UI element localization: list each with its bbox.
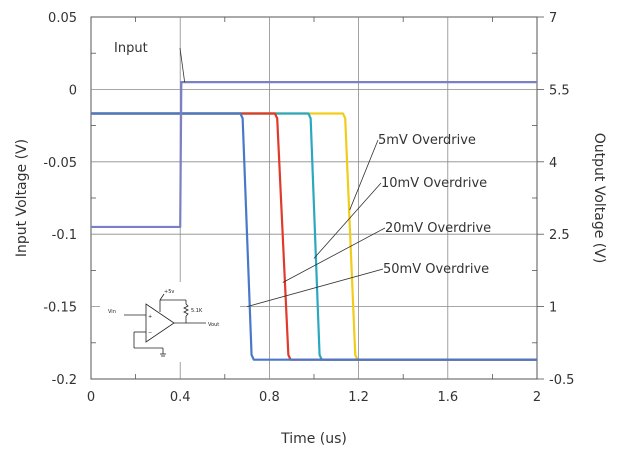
x-tick-label: 1.6 bbox=[437, 390, 458, 405]
right-y-tick-label: 5.5 bbox=[549, 83, 570, 98]
schematic-minus-sign: − bbox=[148, 330, 152, 336]
left-y-tick-label: -0.05 bbox=[43, 156, 77, 171]
right-y-tick-label: 7 bbox=[549, 11, 557, 26]
annotation-label-5mv-overdrive: 5mV Overdrive bbox=[378, 133, 476, 148]
schematic-background bbox=[100, 282, 240, 362]
right-y-tick-label: 4 bbox=[549, 156, 557, 171]
annotation-leader-input bbox=[179, 47, 186, 83]
series-line-input bbox=[91, 81, 537, 229]
x-axis-title: Time (us) bbox=[280, 431, 347, 447]
series-line-50mv-overdrive bbox=[91, 112, 537, 361]
right-y-tick-label: 1 bbox=[549, 301, 557, 316]
x-tick-label: 0.8 bbox=[259, 390, 280, 405]
annotation-leader-50mv-overdrive bbox=[246, 268, 384, 307]
x-tick-label: 0 bbox=[87, 390, 95, 405]
left-y-tick-label: 0.05 bbox=[48, 11, 77, 26]
x-tick-label: 0.4 bbox=[170, 390, 191, 405]
annotation-leader-20mv-overdrive bbox=[282, 227, 386, 283]
annotation-leader-10mv-overdrive bbox=[313, 182, 382, 259]
annotation-label-20mv-overdrive: 20mV Overdrive bbox=[385, 221, 491, 236]
right-y-tick-labels: 7 5.5 4 2.5 1 -0.5 bbox=[549, 11, 574, 388]
right-y-tick-label: -0.5 bbox=[549, 373, 574, 388]
left-y-tick-label: -0.1 bbox=[52, 228, 77, 243]
comparator-schematic-inset: +5v Vin 5.1K Vout + − bbox=[100, 282, 240, 362]
annotation-label-50mv-overdrive: 50mV Overdrive bbox=[383, 262, 489, 277]
x-tick-labels: 0 0.4 0.8 1.2 1.6 2 bbox=[87, 390, 541, 405]
x-tick-label: 2 bbox=[533, 390, 541, 405]
schematic-label-supply: +5v bbox=[164, 289, 174, 295]
annotation-label-10mv-overdrive: 10mV Overdrive bbox=[381, 176, 487, 191]
tick-marks bbox=[91, 16, 544, 380]
comparator-symbol bbox=[145, 303, 175, 343]
left-y-tick-label: -0.15 bbox=[43, 301, 77, 316]
right-y-tick-label: 2.5 bbox=[549, 228, 570, 243]
schematic-label-vout: Vout bbox=[208, 322, 219, 328]
left-y-axis-title: Input Voltage (V) bbox=[14, 139, 30, 257]
series-annotations: Input 5mV Overdrive 10mV Overdrive 20mV Ove… bbox=[114, 41, 491, 307]
left-y-tick-label: -0.2 bbox=[52, 373, 77, 388]
annotation-label-input: Input bbox=[114, 41, 148, 56]
x-tick-label: 1.2 bbox=[348, 390, 369, 405]
series-lines bbox=[91, 81, 537, 361]
annotation-leader-5mv-overdrive bbox=[349, 139, 379, 211]
schematic-label-vin: Vin bbox=[108, 309, 116, 315]
schematic-plus-sign: + bbox=[148, 314, 152, 320]
left-y-tick-label: 0 bbox=[69, 83, 77, 98]
pullup-resistor bbox=[183, 303, 189, 317]
right-y-axis-title: Output Voltage (V) bbox=[591, 133, 607, 264]
left-y-tick-labels: 0.05 0 -0.05 -0.1 -0.15 -0.2 bbox=[43, 11, 77, 388]
schematic-label-resistor: 5.1K bbox=[191, 308, 203, 314]
